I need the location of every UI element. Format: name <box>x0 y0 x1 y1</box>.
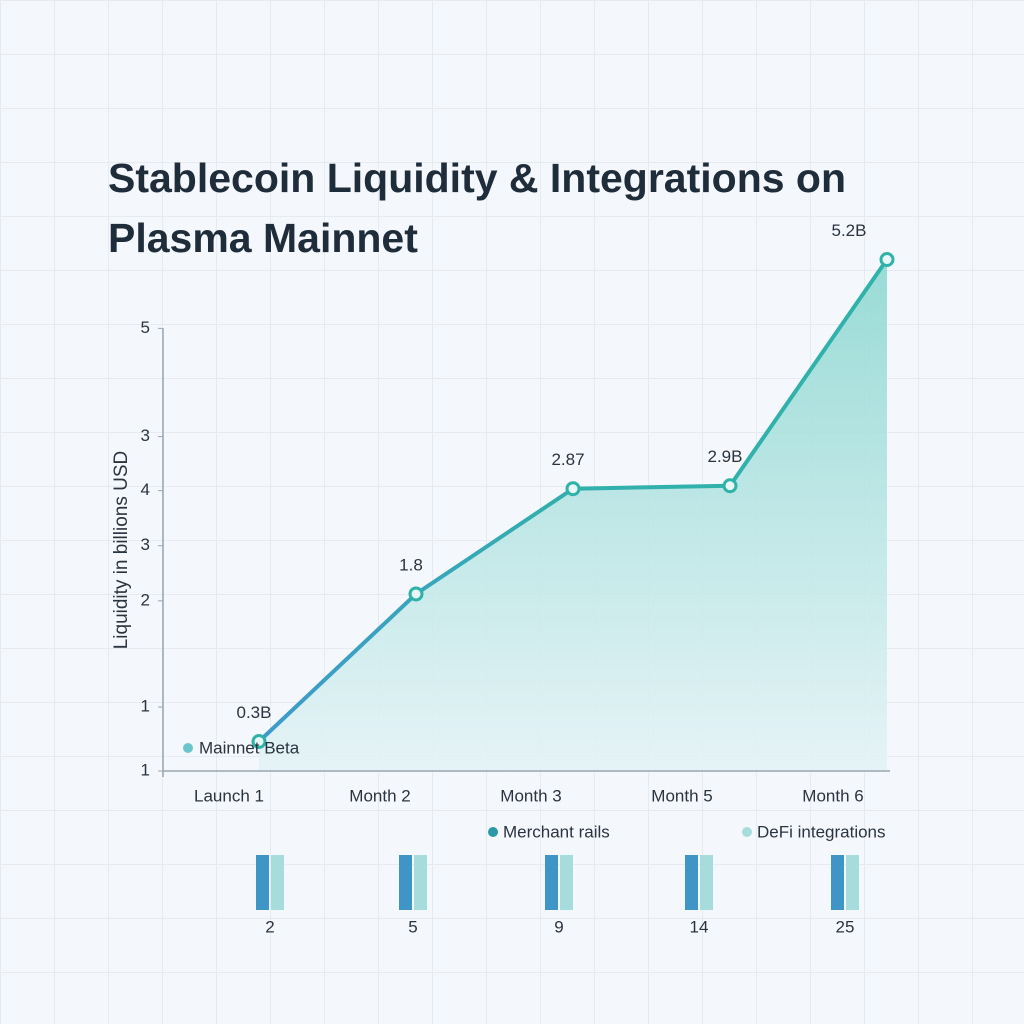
x-tick-label: Month 5 <box>651 786 712 805</box>
bar <box>700 855 713 910</box>
point <box>408 586 424 602</box>
data-label: 1.8 <box>399 555 423 574</box>
chart-title: Stablecoin Liquidity & Integrations on P… <box>108 155 847 261</box>
y-tick-label: 2 <box>141 590 150 609</box>
bar <box>414 855 427 910</box>
point <box>879 252 895 268</box>
legend-marker <box>183 743 193 753</box>
bar <box>271 855 284 910</box>
data-label: 25 <box>836 917 855 936</box>
legend-label: DeFi integrations <box>757 822 886 841</box>
y-tick-label: 5 <box>141 318 150 337</box>
y-tick-label: 1 <box>141 760 150 779</box>
data-label: 2.87 <box>551 450 584 469</box>
data-label: 9 <box>554 917 563 936</box>
data-label: 14 <box>690 917 709 936</box>
legend-label: Mainnet Beta <box>199 738 300 757</box>
bar <box>399 855 412 910</box>
point <box>722 478 738 494</box>
x-tick-label: Month 6 <box>802 786 863 805</box>
bar <box>256 855 269 910</box>
y-tick-label: 1 <box>141 697 150 716</box>
y-tick-label: 4 <box>141 480 150 499</box>
x-tick-label: Month 2 <box>349 786 410 805</box>
y-tick-label: 3 <box>141 535 150 554</box>
legend-marker <box>742 827 752 837</box>
x-tick-label: Month 3 <box>500 786 561 805</box>
legend-label: Merchant rails <box>503 822 610 841</box>
bar <box>560 855 573 910</box>
point <box>251 733 267 749</box>
data-label: 2 <box>265 917 274 936</box>
data-label: 2.9B <box>708 447 743 466</box>
bar <box>846 855 859 910</box>
data-label: 5 <box>408 917 417 936</box>
bar <box>685 855 698 910</box>
bar <box>831 855 844 910</box>
y-tick-label: 3 <box>141 426 150 445</box>
data-label: 0.3B <box>237 703 272 722</box>
x-tick-label: Launch 1 <box>194 786 264 805</box>
data-label: 5.2B <box>832 221 867 240</box>
bar <box>545 855 558 910</box>
legend-marker <box>488 827 498 837</box>
y-axis-label: Liquidity in billions USD <box>111 451 132 650</box>
point <box>565 481 581 497</box>
area <box>259 259 887 771</box>
